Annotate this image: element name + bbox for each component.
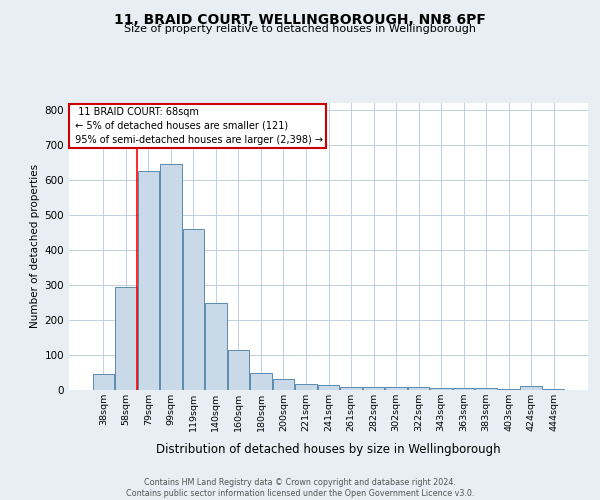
Bar — [160, 164, 182, 390]
Y-axis label: Number of detached properties: Number of detached properties — [31, 164, 40, 328]
Bar — [453, 388, 475, 390]
Text: Distribution of detached houses by size in Wellingborough: Distribution of detached houses by size … — [157, 442, 501, 456]
Bar — [475, 388, 497, 390]
Bar — [250, 373, 272, 390]
Bar — [295, 384, 317, 390]
Bar — [137, 171, 159, 390]
Bar — [340, 387, 362, 390]
Bar — [273, 380, 294, 390]
Bar — [92, 374, 114, 390]
Bar — [520, 386, 542, 390]
Bar — [408, 387, 429, 390]
Bar — [115, 288, 137, 390]
Bar — [385, 387, 407, 390]
Bar — [363, 387, 384, 390]
Text: Size of property relative to detached houses in Wellingborough: Size of property relative to detached ho… — [124, 24, 476, 34]
Bar — [228, 350, 249, 390]
Text: Contains HM Land Registry data © Crown copyright and database right 2024.
Contai: Contains HM Land Registry data © Crown c… — [126, 478, 474, 498]
Bar — [205, 303, 227, 390]
Bar — [430, 388, 452, 390]
Bar — [182, 228, 204, 390]
Text: 11 BRAID COURT: 68sqm  
 ← 5% of detached houses are smaller (121)
 95% of semi-: 11 BRAID COURT: 68sqm ← 5% of detached h… — [71, 107, 323, 145]
Text: 11, BRAID COURT, WELLINGBOROUGH, NN8 6PF: 11, BRAID COURT, WELLINGBOROUGH, NN8 6PF — [114, 12, 486, 26]
Bar — [318, 384, 339, 390]
